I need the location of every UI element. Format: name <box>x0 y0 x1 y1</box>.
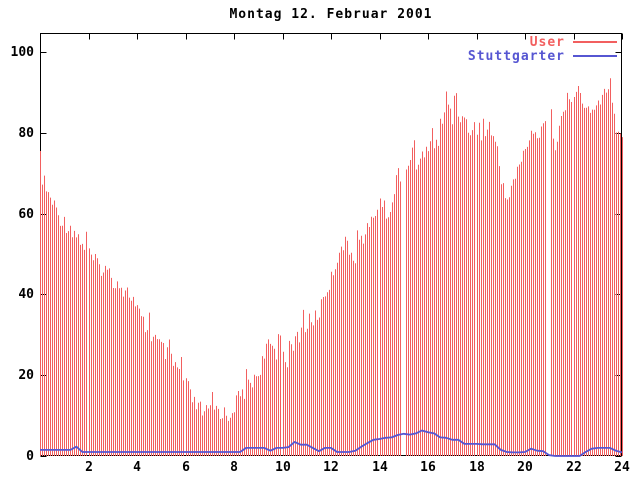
svg-text:12: 12 <box>323 460 339 475</box>
svg-text:60: 60 <box>18 207 34 222</box>
svg-text:4: 4 <box>133 460 141 475</box>
legend-entry-stuttgarter: Stuttgarter <box>467 48 617 64</box>
svg-text:24: 24 <box>614 460 630 475</box>
svg-text:6: 6 <box>182 460 190 475</box>
svg-text:8: 8 <box>230 460 238 475</box>
legend: User Stuttgarter <box>467 34 617 64</box>
svg-text:20: 20 <box>517 460 533 475</box>
svg-text:20: 20 <box>18 368 34 383</box>
legend-line-sample-user <box>573 41 617 43</box>
svg-text:18: 18 <box>469 460 485 475</box>
legend-label-stuttgarter: Stuttgarter <box>467 48 565 64</box>
svg-text:16: 16 <box>420 460 436 475</box>
svg-text:22: 22 <box>566 460 582 475</box>
svg-text:14: 14 <box>372 460 388 475</box>
svg-text:0: 0 <box>26 449 34 464</box>
legend-label-user: User <box>529 34 565 50</box>
svg-text:100: 100 <box>11 45 35 60</box>
legend-line-sample-stuttgarter <box>573 55 617 57</box>
svg-text:40: 40 <box>18 287 34 302</box>
legend-entry-user: User <box>468 34 617 50</box>
chart-title: Montag 12. Februar 2001 <box>229 7 433 22</box>
svg-text:10: 10 <box>275 460 291 475</box>
svg-text:2: 2 <box>85 460 93 475</box>
svg-text:80: 80 <box>18 126 34 141</box>
